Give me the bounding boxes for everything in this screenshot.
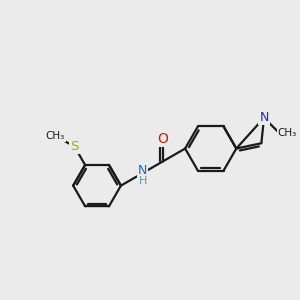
Text: N: N xyxy=(138,164,147,177)
Text: N: N xyxy=(259,111,269,124)
Text: O: O xyxy=(158,132,168,146)
Text: H: H xyxy=(139,176,147,186)
Text: S: S xyxy=(70,140,79,153)
Text: CH₃: CH₃ xyxy=(46,131,65,141)
Text: CH₃: CH₃ xyxy=(278,128,297,138)
